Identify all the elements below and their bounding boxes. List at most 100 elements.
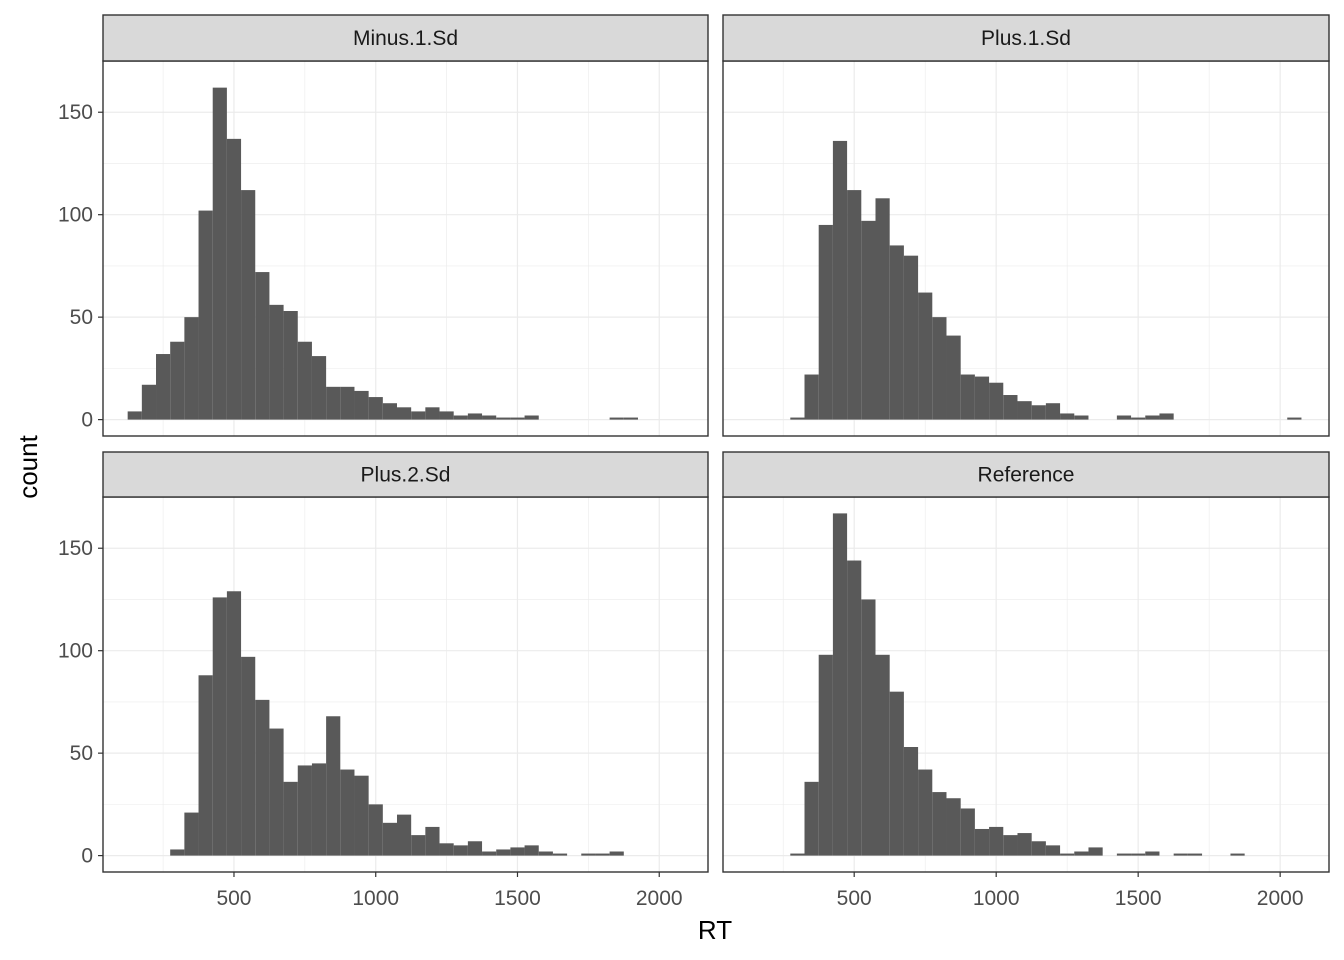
histogram-bar (354, 390, 369, 420)
histogram-bar (1017, 833, 1032, 856)
histogram-bar (340, 769, 355, 856)
histogram-bar (411, 835, 426, 856)
histogram-bar (467, 841, 483, 856)
histogram-bar (946, 798, 961, 856)
histogram-bar (790, 417, 805, 420)
histogram-bar (255, 272, 270, 420)
histogram-bar (198, 210, 213, 420)
histogram-bar (552, 853, 568, 856)
histogram-bar (368, 397, 383, 420)
histogram-bar (889, 245, 904, 420)
y-tick-label: 150 (58, 101, 93, 124)
histogram-bar (974, 376, 990, 420)
histogram-bar (184, 317, 199, 420)
y-tick-label: 0 (81, 845, 93, 868)
histogram-bar (861, 599, 876, 856)
histogram-bar (918, 769, 933, 856)
histogram-bar (1230, 853, 1245, 856)
histogram-bar (439, 843, 454, 856)
histogram-bar (198, 675, 213, 856)
histogram-bar (170, 341, 185, 420)
histogram-bar (127, 411, 142, 420)
histogram-bar (212, 87, 227, 420)
histogram-bar (226, 591, 242, 856)
histogram-bar (1045, 845, 1061, 856)
histogram-bar (482, 415, 497, 420)
histogram-bar (226, 138, 242, 420)
histogram-bar (1131, 417, 1146, 420)
histogram-bar (269, 728, 284, 856)
x-tick-label: 1000 (973, 887, 1020, 910)
histogram-bar (595, 853, 610, 856)
histogram-bar (453, 845, 468, 856)
x-axis-title: RT (698, 915, 732, 945)
histogram-bar (396, 814, 412, 856)
histogram-bar (1031, 405, 1046, 420)
histogram-bar (170, 849, 185, 856)
histogram-bar (1159, 413, 1174, 420)
histogram-bar (903, 255, 919, 420)
y-tick-label: 0 (81, 409, 93, 432)
x-tick-label: 2000 (1257, 887, 1304, 910)
histogram-bar (804, 374, 819, 420)
histogram-bar (790, 853, 805, 856)
histogram-bar (283, 311, 298, 420)
histogram-bar (818, 224, 833, 420)
y-tick-label: 50 (70, 306, 93, 329)
histogram-bar (425, 826, 440, 856)
histogram-bar (269, 304, 284, 420)
histogram-bar (411, 411, 426, 420)
histogram-bar (326, 386, 341, 420)
histogram-bar (1017, 401, 1032, 420)
panel-minus-1-sd: Minus.1.Sd (102, 14, 709, 437)
panel-plus-1-sd: Plus.1.Sd (722, 14, 1330, 437)
histogram-bar (1060, 413, 1075, 420)
histogram-bar (1116, 415, 1132, 420)
x-tick-label: 500 (216, 887, 251, 910)
histogram-bar (1187, 853, 1203, 856)
histogram-bar (255, 699, 270, 856)
histogram-bar (609, 417, 624, 420)
histogram-bar (832, 513, 848, 856)
histogram-bar (1173, 853, 1188, 856)
histogram-bar (241, 656, 256, 856)
panel-reference: Reference (722, 451, 1330, 873)
histogram-bar (496, 849, 511, 856)
histogram-bar (425, 407, 440, 420)
histogram-bar (482, 851, 497, 856)
histogram-bar (496, 417, 511, 420)
histogram-bar (932, 792, 947, 856)
y-tick-label: 50 (70, 742, 93, 765)
histogram-bar (382, 403, 397, 420)
histogram-bar (623, 417, 638, 420)
x-tick-label: 1500 (1115, 887, 1162, 910)
histogram-bar (340, 386, 355, 420)
histogram-bar (889, 691, 904, 856)
histogram-bar (989, 826, 1004, 856)
histogram-bar (184, 812, 199, 856)
histogram-bar (1003, 835, 1018, 856)
histogram-bar (1145, 851, 1160, 856)
histogram-bar (1074, 415, 1089, 420)
histogram-bar (818, 654, 833, 856)
histogram-bar (960, 374, 975, 420)
histogram-bar (241, 190, 256, 420)
histogram-bar (524, 415, 539, 420)
histogram-bar (989, 382, 1004, 420)
histogram-bar (1145, 415, 1160, 420)
facet-strip-label: Plus.2.Sd (361, 464, 451, 487)
facet-strip (722, 14, 1330, 62)
histogram-bar (212, 597, 227, 856)
histogram-bar (439, 411, 454, 420)
facet-strip (722, 451, 1330, 498)
facet-strip (102, 14, 709, 62)
histogram-bar (524, 845, 539, 856)
histogram-bar (832, 140, 848, 420)
histogram-bar (467, 413, 483, 420)
histogram-bar (918, 292, 933, 420)
histogram-bar (861, 220, 876, 420)
histogram-bar (1131, 853, 1146, 856)
histogram-bar (847, 560, 862, 856)
histogram-bar (368, 804, 383, 856)
